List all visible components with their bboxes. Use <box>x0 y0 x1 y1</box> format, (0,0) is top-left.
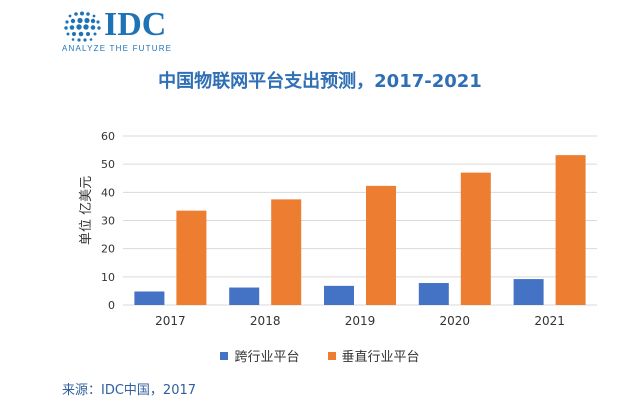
legend-item-vertical-industry: 垂直行业平台 <box>327 346 420 365</box>
y-tick-label: 20 <box>101 243 115 256</box>
bar-cross-industry <box>324 285 354 305</box>
bar-cross-industry <box>418 283 449 305</box>
chart-title: 中国物联网平台支出预测，2017-2021 <box>158 71 482 92</box>
logo-wordmark: IDC <box>104 6 167 43</box>
x-tick-label: 2018 <box>250 314 281 328</box>
legend-swatch-cross-industry <box>220 351 229 360</box>
bar-cross-industry <box>134 291 165 305</box>
bar-chart: 0 10 20 30 40 50 60 单位 亿美元 2017 2018 2019 2020 2021 <box>79 130 597 328</box>
idc-logo: IDC ANALYZE THE FUTURE <box>62 6 182 53</box>
legend-swatch-vertical-industry <box>327 351 336 360</box>
y-tick-label: 40 <box>101 186 115 199</box>
bar-cross-industry <box>229 287 260 305</box>
y-tick-label: 0 <box>108 299 115 312</box>
x-tick-label: 2019 <box>345 314 376 328</box>
source-note: 来源：IDC中国，2017 <box>62 383 197 398</box>
y-tick-label: 10 <box>101 271 115 284</box>
x-tick-label: 2020 <box>440 314 471 328</box>
legend-label-cross-industry: 跨行业平台 <box>234 350 300 365</box>
logo-tagline: ANALYZE THE FUTURE <box>62 44 173 53</box>
y-tick-label: 50 <box>101 158 115 171</box>
bar-vertical-industry <box>366 185 396 305</box>
x-tick-label: 2017 <box>155 314 186 328</box>
y-tick-label: 30 <box>101 215 115 228</box>
legend-label-vertical-industry: 垂直行业平台 <box>341 350 420 365</box>
bar-cross-industry <box>513 279 544 305</box>
chart-legend: 跨行业平台 垂直行业平台 <box>0 346 640 365</box>
legend-item-cross-industry: 跨行业平台 <box>220 346 300 365</box>
x-tick-label: 2021 <box>534 314 565 328</box>
bar-vertical-industry <box>555 155 586 305</box>
bar-vertical-industry <box>271 199 302 305</box>
bar-vertical-industry <box>176 210 207 305</box>
globe-icon <box>64 11 101 42</box>
y-tick-label: 60 <box>101 130 115 143</box>
bar-vertical-industry <box>460 172 491 305</box>
y-axis-label: 单位 亿美元 <box>79 176 94 245</box>
